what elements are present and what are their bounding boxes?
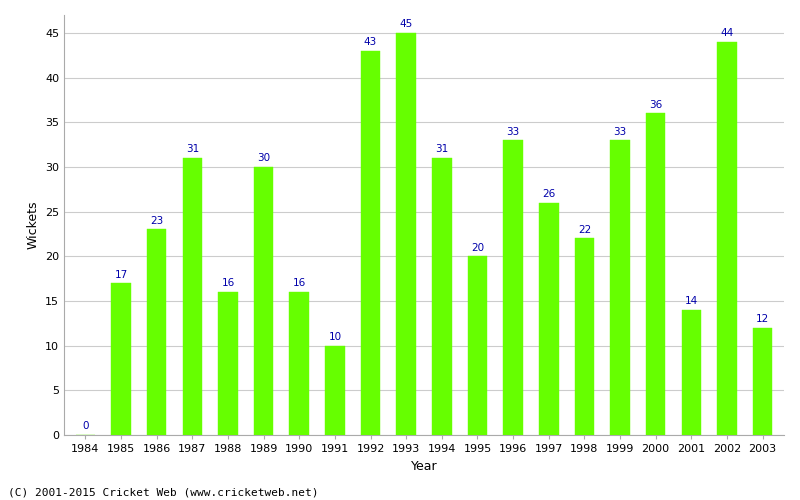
Text: 12: 12 — [756, 314, 770, 324]
Bar — [610, 140, 630, 435]
Bar — [503, 140, 523, 435]
Bar — [111, 283, 131, 435]
Text: 43: 43 — [364, 37, 377, 47]
Bar — [147, 230, 166, 435]
Text: 33: 33 — [614, 126, 626, 136]
Bar — [396, 33, 416, 435]
Bar — [325, 346, 345, 435]
Bar — [753, 328, 773, 435]
Bar — [432, 158, 452, 435]
X-axis label: Year: Year — [410, 460, 438, 472]
Bar — [539, 202, 558, 435]
Bar — [290, 292, 309, 435]
Bar — [218, 292, 238, 435]
Text: 33: 33 — [506, 126, 520, 136]
Text: 30: 30 — [257, 154, 270, 164]
Text: 17: 17 — [114, 270, 128, 280]
Text: 20: 20 — [471, 242, 484, 252]
Y-axis label: Wickets: Wickets — [26, 200, 39, 249]
Text: 31: 31 — [186, 144, 199, 154]
Bar — [682, 310, 701, 435]
Text: 45: 45 — [399, 20, 413, 30]
Bar — [254, 167, 274, 435]
Text: 16: 16 — [293, 278, 306, 288]
Text: 36: 36 — [649, 100, 662, 110]
Text: 16: 16 — [222, 278, 234, 288]
Text: 31: 31 — [435, 144, 449, 154]
Text: 22: 22 — [578, 225, 591, 235]
Bar — [574, 238, 594, 435]
Text: 26: 26 — [542, 189, 555, 199]
Text: 0: 0 — [82, 422, 89, 432]
Bar — [361, 50, 380, 435]
Text: (C) 2001-2015 Cricket Web (www.cricketweb.net): (C) 2001-2015 Cricket Web (www.cricketwe… — [8, 488, 318, 498]
Text: 44: 44 — [720, 28, 734, 38]
Bar — [468, 256, 487, 435]
Bar — [182, 158, 202, 435]
Text: 10: 10 — [328, 332, 342, 342]
Text: 23: 23 — [150, 216, 163, 226]
Text: 14: 14 — [685, 296, 698, 306]
Bar — [646, 114, 666, 435]
Bar — [717, 42, 737, 435]
